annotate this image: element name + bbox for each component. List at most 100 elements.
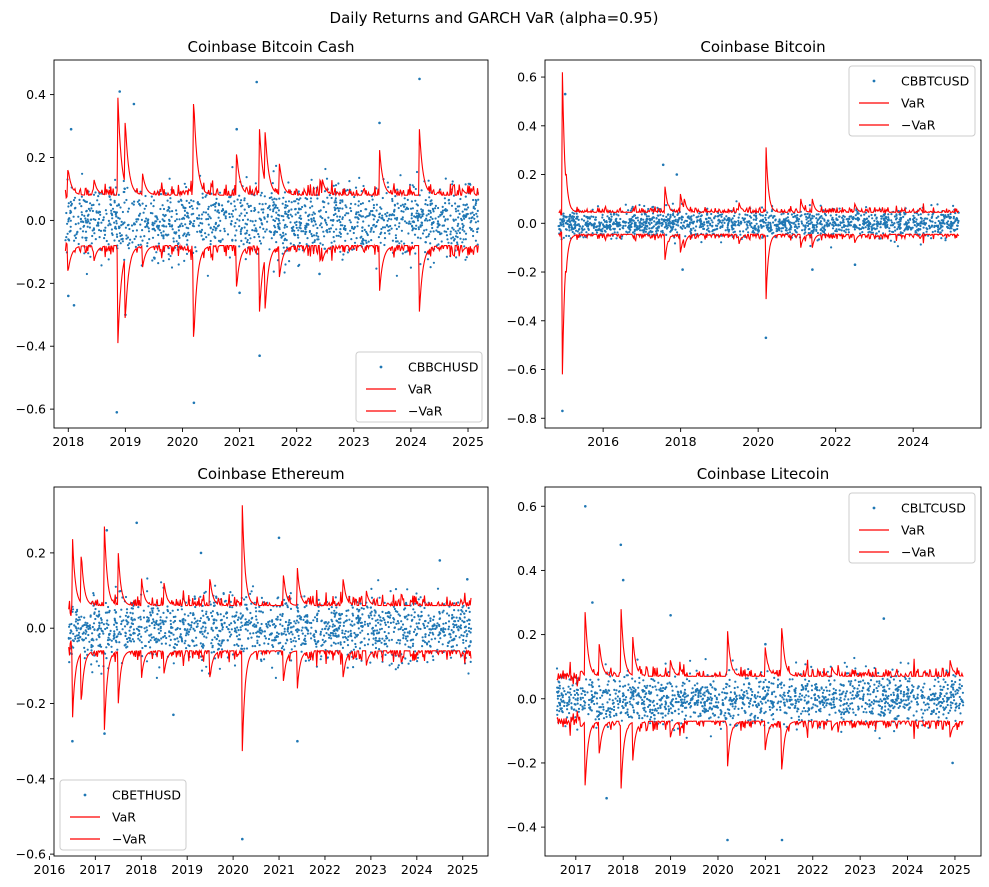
return-point	[334, 207, 337, 210]
return-point	[154, 621, 158, 624]
return-point	[297, 629, 300, 632]
return-point	[814, 704, 817, 707]
return-point	[748, 705, 751, 708]
return-point	[167, 233, 170, 236]
return-point	[231, 238, 234, 241]
return-point	[168, 206, 171, 210]
return-point	[192, 612, 195, 615]
return-point	[766, 225, 769, 228]
return-point	[247, 623, 250, 626]
return-point	[298, 614, 301, 617]
return-point	[188, 644, 191, 648]
return-point	[113, 239, 116, 242]
return-point	[287, 200, 291, 203]
return-point	[212, 650, 216, 654]
return-point	[154, 229, 157, 232]
return-point	[394, 236, 398, 240]
return-point	[886, 225, 889, 228]
return-point	[109, 198, 112, 201]
return-point	[556, 713, 559, 716]
return-point	[463, 612, 466, 615]
return-point	[465, 635, 468, 638]
return-point	[662, 219, 665, 222]
return-point	[862, 220, 865, 223]
return-point	[356, 225, 359, 228]
return-point	[298, 248, 301, 251]
return-point	[243, 647, 246, 650]
return-point	[95, 660, 98, 663]
return-point	[458, 231, 461, 234]
return-point	[390, 227, 393, 230]
legend-label: CBBTCUSD	[901, 74, 969, 89]
return-point	[374, 636, 377, 640]
return-point	[778, 229, 781, 232]
return-point	[840, 730, 843, 734]
return-point	[696, 219, 699, 222]
return-point	[415, 592, 418, 595]
return-point	[248, 619, 251, 622]
return-point	[406, 639, 409, 642]
return-point	[201, 222, 204, 225]
return-point	[601, 703, 604, 706]
return-point	[624, 224, 627, 227]
return-point	[598, 222, 601, 225]
return-point	[432, 633, 435, 636]
figure-title: Daily Returns and GARCH VaR (alpha=0.95)	[330, 9, 659, 27]
return-point	[307, 219, 310, 222]
return-point	[269, 208, 272, 211]
return-point	[311, 205, 314, 208]
return-point	[72, 639, 75, 643]
return-point	[564, 228, 568, 231]
return-point	[357, 200, 360, 203]
return-point	[111, 233, 114, 236]
return-point	[219, 644, 222, 647]
return-point	[627, 689, 630, 692]
return-point	[249, 204, 252, 207]
return-point	[795, 220, 798, 223]
return-point	[861, 231, 864, 234]
return-point	[638, 203, 641, 207]
return-point	[427, 179, 430, 182]
return-point	[576, 230, 579, 233]
return-point	[883, 217, 886, 220]
x-tick-label: 2024	[897, 434, 929, 449]
return-point	[355, 212, 358, 216]
return-point	[831, 227, 835, 230]
return-point	[354, 636, 357, 639]
return-point	[414, 199, 417, 202]
return-point	[73, 624, 76, 627]
return-point	[434, 207, 437, 210]
return-point	[905, 224, 908, 227]
return-point	[193, 644, 196, 648]
return-point	[411, 644, 414, 648]
return-point	[427, 614, 430, 617]
return-point	[429, 203, 432, 207]
return-point	[370, 596, 374, 599]
return-point	[94, 607, 97, 611]
return-point	[580, 218, 584, 221]
return-point	[429, 628, 432, 631]
return-point	[115, 219, 118, 223]
return-point	[441, 205, 444, 208]
return-point	[790, 221, 793, 224]
return-point	[409, 646, 412, 649]
return-point	[409, 222, 412, 225]
return-point	[144, 644, 147, 648]
return-point	[856, 226, 859, 229]
return-point	[606, 215, 609, 218]
return-point	[277, 213, 280, 216]
return-point	[380, 227, 383, 231]
return-point	[395, 641, 398, 644]
return-point	[627, 683, 630, 686]
return-point	[193, 622, 196, 625]
return-point	[402, 633, 405, 636]
return-point	[238, 214, 241, 217]
return-outlier-point	[115, 411, 119, 414]
return-point	[356, 216, 359, 219]
return-point	[822, 703, 825, 707]
return-point	[333, 609, 336, 612]
return-point	[876, 222, 879, 225]
return-point	[121, 223, 124, 226]
return-point	[690, 219, 693, 222]
return-point	[260, 219, 263, 222]
